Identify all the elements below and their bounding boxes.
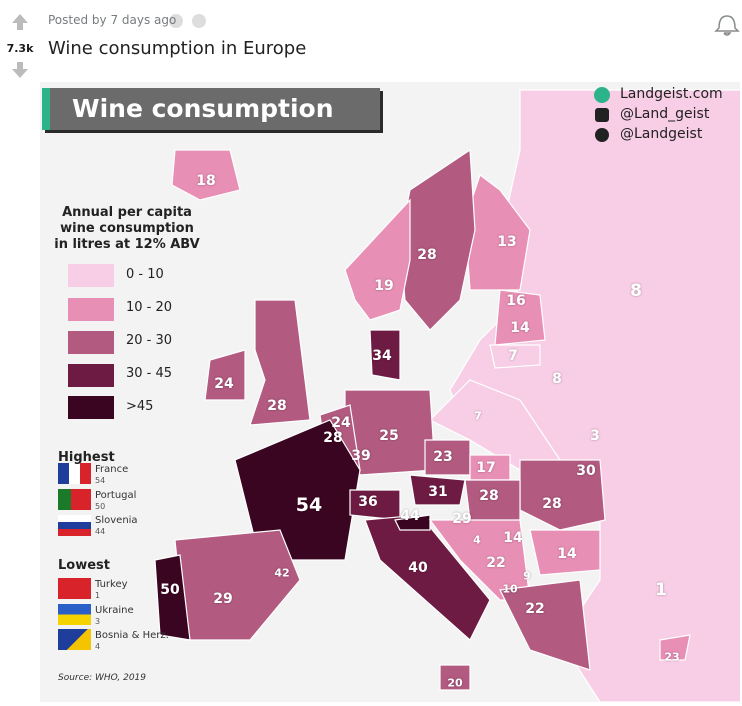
map-label: 3 — [590, 428, 600, 444]
legend-swatch — [68, 331, 114, 354]
map-label: 13 — [497, 234, 517, 250]
map-label: 30 — [576, 463, 596, 479]
flag — [58, 578, 91, 599]
post-meta: Posted by 7 days ago — [48, 13, 177, 27]
map-label: 8 — [630, 281, 642, 301]
flag — [58, 463, 91, 484]
map-label: 7 — [508, 348, 518, 364]
map-label: 1 — [655, 580, 667, 600]
rank-value: 3 — [95, 616, 101, 626]
source: Source: WHO, 2019 — [58, 673, 147, 683]
map-label: 22 — [486, 555, 506, 571]
map-label: 54 — [295, 494, 323, 516]
credit: @Landgeist — [620, 126, 703, 142]
legend-title: Annual per capita wine consumption in li… — [54, 205, 200, 252]
map-label: 31 — [428, 484, 448, 500]
downvote[interactable] — [12, 62, 28, 78]
map-label: 9 — [523, 569, 531, 583]
post-image[interactable] — [40, 82, 740, 702]
rank-country: Bosnia & Herz. — [95, 630, 169, 641]
post-title[interactable]: Wine consumption in Europe — [48, 38, 307, 59]
map-label: 39 — [351, 448, 371, 464]
map-label: 20 — [447, 676, 463, 690]
map-label: 18 — [196, 173, 216, 189]
map-label: 40 — [408, 560, 428, 576]
map-label: 50 — [160, 582, 180, 598]
credit: Landgeist.com — [620, 86, 723, 102]
map-label: 28 — [479, 488, 499, 504]
map-label: 14 — [503, 530, 523, 546]
legend-swatch — [68, 298, 114, 321]
map-label: 4 — [473, 533, 481, 547]
award — [192, 14, 206, 28]
rank-value: 1 — [95, 591, 101, 600]
image-banner: Wine consumption — [42, 88, 380, 130]
map-label: 29 — [213, 591, 233, 607]
map-label: 42 — [274, 566, 290, 580]
legend-swatch — [68, 364, 114, 387]
map-label: 28 — [417, 247, 437, 263]
legend-label: >45 — [126, 399, 154, 414]
map-label: 28 — [542, 496, 562, 512]
award — [169, 14, 183, 28]
legend-swatch — [68, 264, 114, 287]
rank-value: 4 — [95, 642, 101, 651]
map-label: 23 — [433, 449, 453, 465]
map-label: 8 — [552, 371, 562, 387]
credit-icons — [594, 87, 610, 142]
rank-country: France — [95, 464, 129, 475]
rank-country: Portugal — [95, 489, 137, 501]
map-label: 44 — [400, 508, 420, 524]
flag — [58, 489, 91, 510]
flag — [58, 604, 91, 625]
upvote[interactable] — [12, 14, 28, 30]
legend-label: 0 - 10 — [126, 267, 164, 282]
map-label: 14 — [510, 320, 530, 336]
credit: @Land_geist — [620, 106, 710, 122]
map-label: 28 — [267, 398, 287, 414]
vote-count: 7.3k — [6, 42, 34, 55]
map-label: 23 — [664, 650, 680, 664]
map-label: 22 — [525, 601, 545, 617]
map-label: 17 — [476, 460, 496, 476]
legend-label: 20 - 30 — [126, 333, 173, 348]
map-label: 36 — [358, 494, 378, 510]
rank-value: 54 — [95, 476, 106, 485]
rank-heading: Lowest — [58, 558, 110, 573]
rank-country: Turkey — [95, 579, 128, 590]
rank-value: 50 — [95, 501, 106, 511]
map-label: 24 — [214, 376, 234, 392]
map-label: 14 — [557, 546, 577, 562]
map-label: 34 — [372, 348, 392, 364]
map-label: 29 — [452, 511, 472, 527]
rank-country: Ukraine — [95, 604, 134, 616]
notify-bell[interactable] — [714, 15, 740, 36]
rank-heading: Highest — [58, 450, 115, 465]
legend-label: 30 - 45 — [126, 366, 173, 381]
legend-swatch — [68, 396, 114, 419]
map-label: 25 — [379, 428, 399, 444]
flag — [58, 515, 91, 536]
map-label: 7 — [474, 409, 482, 423]
map-label: 19 — [374, 278, 394, 294]
map-label: 24 — [331, 415, 351, 431]
map-label: 16 — [506, 293, 526, 309]
flag — [58, 629, 91, 650]
rank-value: 44 — [95, 527, 106, 536]
map — [154, 89, 740, 702]
map-label: 28 — [323, 430, 343, 446]
legend-label: 10 - 20 — [126, 300, 173, 315]
map-label: 10 — [502, 582, 518, 596]
rank-country: Slovenia — [95, 515, 138, 526]
